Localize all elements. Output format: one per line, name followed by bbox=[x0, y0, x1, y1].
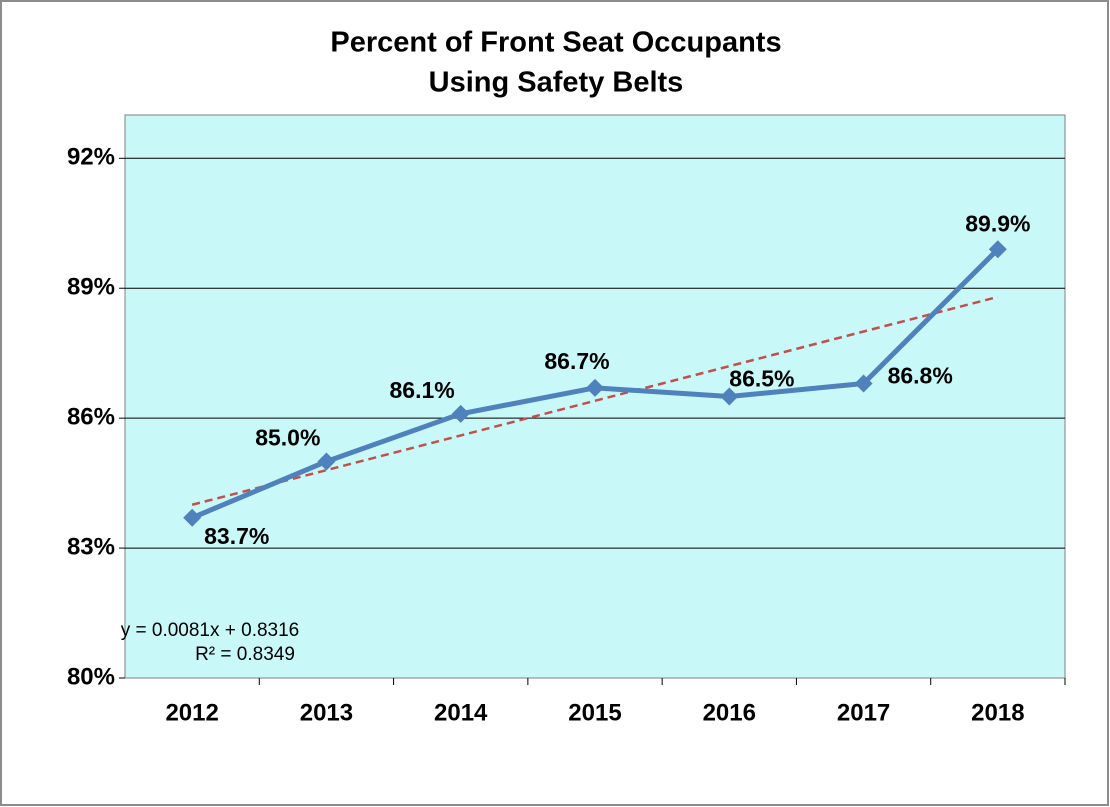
marker bbox=[854, 374, 873, 393]
data-label: 85.0% bbox=[255, 425, 320, 451]
y-tick-label: 80% bbox=[67, 663, 115, 690]
chart-title: Percent of Front Seat Occupants bbox=[330, 27, 781, 59]
x-tick-label: 2018 bbox=[971, 699, 1024, 726]
data-label: 86.7% bbox=[544, 348, 609, 374]
x-tick-label: 2014 bbox=[434, 699, 488, 726]
data-label: 86.5% bbox=[729, 366, 794, 392]
trendline bbox=[191, 295, 999, 506]
x-tick-label: 2015 bbox=[568, 699, 621, 726]
marker bbox=[720, 387, 739, 406]
data-label: 86.1% bbox=[389, 377, 454, 403]
x-tick-label: 2016 bbox=[703, 699, 756, 726]
x-tick-label: 2013 bbox=[300, 699, 353, 726]
y-tick-label: 89% bbox=[67, 274, 115, 301]
marker bbox=[451, 404, 470, 423]
data-label: 86.8% bbox=[888, 363, 953, 389]
chart-title: Using Safety Belts bbox=[429, 67, 684, 99]
marker bbox=[317, 452, 336, 471]
x-tick-label: 2017 bbox=[837, 699, 890, 726]
marker bbox=[183, 508, 202, 527]
trend-equation: y = 0.0081x + 0.8316 bbox=[121, 620, 300, 641]
y-tick-label: 86% bbox=[67, 403, 115, 430]
marker bbox=[586, 378, 604, 397]
y-tick-label: 92% bbox=[67, 144, 115, 171]
x-tick-label: 2012 bbox=[165, 699, 218, 726]
marker bbox=[988, 240, 1007, 259]
y-tick-label: 83% bbox=[67, 533, 115, 560]
data-label: 89.9% bbox=[965, 210, 1030, 236]
data-label: 83.7% bbox=[204, 523, 269, 549]
trend-r2: R² = 0.8349 bbox=[195, 644, 295, 665]
